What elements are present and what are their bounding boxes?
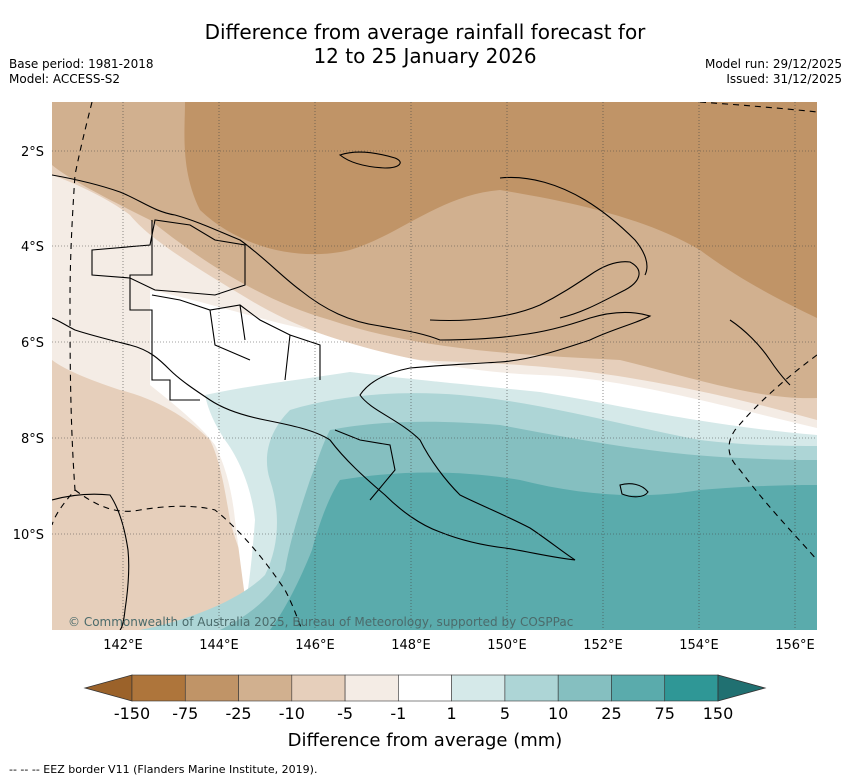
eez-footnote: -- -- -- EEZ border V11 (Flanders Marine…	[9, 763, 318, 776]
province-northwest	[91, 219, 246, 296]
colorbar-tick-label: 10	[547, 704, 569, 723]
lat-label: 2°S	[21, 145, 44, 160]
colorbar-tick-label: -10	[278, 704, 305, 723]
manus-island	[338, 151, 401, 169]
colorbar-tick-label: 1	[446, 704, 457, 723]
island-southeast	[619, 483, 649, 498]
lon-label: 146°E	[295, 638, 335, 653]
lon-label: 142°E	[103, 638, 143, 653]
model-name: Model: ACCESS-S2	[9, 72, 121, 86]
zone-wet-heavy	[270, 472, 817, 630]
colorbar-bin	[664, 674, 719, 702]
title-line-1: Difference from average rainfall forecas…	[204, 20, 646, 44]
colorbar-title: Difference from average (mm)	[287, 730, 563, 751]
lat-label: 6°S	[21, 336, 44, 351]
province-lines	[151, 294, 396, 501]
base-period: Base period: 1981-2018	[9, 57, 154, 71]
issued-date: Issued: 31/12/2025	[726, 72, 842, 86]
colorbar-bin	[451, 674, 506, 702]
colorbar-tick-label: 150	[702, 704, 734, 723]
bougainville	[729, 319, 791, 386]
lat-label: 8°S	[21, 432, 44, 447]
colorbar-tick-label: -150	[113, 704, 151, 723]
colorbar-tick-label: -25	[225, 704, 252, 723]
eez-north	[699, 102, 817, 113]
map-title: Difference from average rainfall forecas…	[0, 20, 850, 68]
colorbar-bin	[611, 674, 666, 702]
lon-label: 144°E	[199, 638, 239, 653]
meta-right: Model run: 29/12/2025 Issued: 31/12/2025	[705, 57, 842, 87]
colorbar-bin	[238, 674, 293, 702]
colorbar-bin	[291, 674, 346, 702]
lon-label: 148°E	[391, 638, 431, 653]
longitude-labels: 142°E 144°E 146°E 148°E 150°E 152°E 154°E 156°E	[103, 638, 815, 653]
lon-label: 152°E	[583, 638, 623, 653]
colorbar-extend-high	[717, 674, 767, 702]
new-guinea-coast	[52, 174, 652, 561]
latitude-labels: 2°S 4°S 6°S 8°S 10°S	[13, 145, 44, 543]
meta-left: Base period: 1981-2018 Model: ACCESS-S2	[9, 57, 154, 87]
colorbar-bin	[504, 674, 559, 702]
colorbar	[83, 674, 767, 702]
colorbar-extend-low	[83, 674, 133, 702]
colorbar-bin	[398, 674, 452, 702]
eez-south	[74, 489, 303, 630]
lon-label: 150°E	[487, 638, 527, 653]
lon-label: 156°E	[775, 638, 815, 653]
colorbar-tick-label: -75	[172, 704, 199, 723]
rainfall-field	[52, 102, 817, 630]
title-line-2: 12 to 25 January 2026	[313, 44, 537, 68]
eez-west	[52, 102, 93, 526]
graticule	[52, 102, 817, 630]
eez-borders	[52, 102, 817, 630]
colorbar-tick-label: 5	[499, 704, 510, 723]
copyright-notice: © Commonwealth of Australia 2025, Bureau…	[68, 615, 573, 629]
torres-coast	[52, 493, 130, 630]
border-png-indonesia	[129, 220, 200, 401]
colorbar-bin	[131, 674, 186, 702]
lat-label: 10°S	[13, 528, 44, 543]
eez-east	[728, 354, 817, 561]
colorbar-tick-label: 75	[654, 704, 675, 723]
colorbar-tick-label: -5	[337, 704, 354, 723]
lon-label: 154°E	[679, 638, 719, 653]
new-britain	[499, 176, 648, 276]
colorbar-bin	[344, 674, 399, 702]
model-run: Model run: 29/12/2025	[704, 57, 842, 71]
lat-label: 4°S	[21, 240, 44, 255]
colorbar-bins	[131, 674, 719, 702]
colorbar-tick-label: 25	[601, 704, 622, 723]
colorbar-bin	[557, 674, 612, 702]
colorbar-bin	[184, 674, 239, 702]
zone-dry-strong	[184, 102, 817, 318]
colorbar-tick-label: -1	[390, 704, 407, 723]
